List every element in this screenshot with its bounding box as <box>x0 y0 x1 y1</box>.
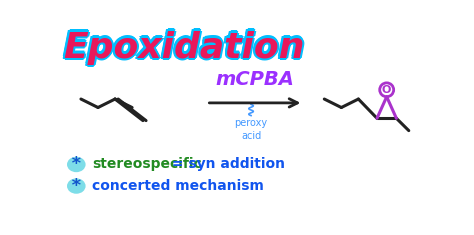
Text: Epoxidation: Epoxidation <box>64 32 306 66</box>
Text: Epoxidation: Epoxidation <box>62 32 303 66</box>
Text: Epoxidation: Epoxidation <box>61 31 302 65</box>
Text: Epoxidation: Epoxidation <box>63 33 305 67</box>
Text: concerted mechanism: concerted mechanism <box>92 179 264 193</box>
Text: Epoxidation: Epoxidation <box>62 29 303 63</box>
Text: Epoxidation: Epoxidation <box>64 29 306 63</box>
Text: Epoxidation: Epoxidation <box>65 31 307 65</box>
Text: O: O <box>382 85 392 95</box>
Text: = syn addition: = syn addition <box>167 157 285 172</box>
Ellipse shape <box>67 178 86 194</box>
Text: peroxy
acid: peroxy acid <box>235 118 268 141</box>
Text: Epoxidation: Epoxidation <box>63 28 305 62</box>
Text: Epoxidation: Epoxidation <box>63 31 305 65</box>
Text: mCPBA: mCPBA <box>216 70 294 89</box>
Text: *: * <box>71 156 82 173</box>
Text: *: * <box>71 177 82 195</box>
Ellipse shape <box>67 157 86 172</box>
Text: stereospecific: stereospecific <box>92 157 201 172</box>
